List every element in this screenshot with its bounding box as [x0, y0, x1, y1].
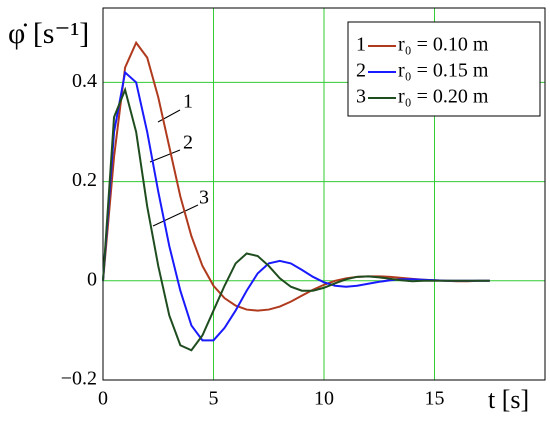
legend-number: 3 [356, 86, 366, 108]
x-tick-label: 5 [209, 388, 219, 410]
curve-label: 3 [199, 187, 209, 209]
y-tick-label: 0.2 [72, 169, 97, 191]
plot-frame [102, 7, 546, 381]
legend-box [347, 21, 541, 117]
y-tick-label: −0.2 [61, 368, 97, 390]
y-tick-label: 0 [87, 268, 97, 290]
y-tick-label: 0.4 [72, 70, 97, 92]
x-axis-label: t [s] [488, 385, 529, 414]
legend-label: r₀ = 0.20 m [398, 86, 489, 108]
leader-line [152, 204, 199, 227]
x-tick-label: 0 [98, 388, 108, 410]
legend-label: r₀ = 0.15 m [398, 60, 489, 82]
x-tick-label: 15 [425, 388, 445, 410]
leader-line [157, 109, 181, 123]
series-line [102, 86, 490, 352]
legend-number: 2 [356, 60, 366, 82]
curve-label: 2 [183, 132, 193, 154]
x-tick-label: 10 [314, 388, 334, 410]
legend-label: r₀ = 0.10 m [398, 34, 489, 56]
y-axis-label: φ̇ [s⁻¹] [8, 17, 89, 50]
curve-label: 1 [183, 91, 193, 113]
leader-line [149, 149, 181, 163]
legend-number: 1 [356, 34, 366, 56]
